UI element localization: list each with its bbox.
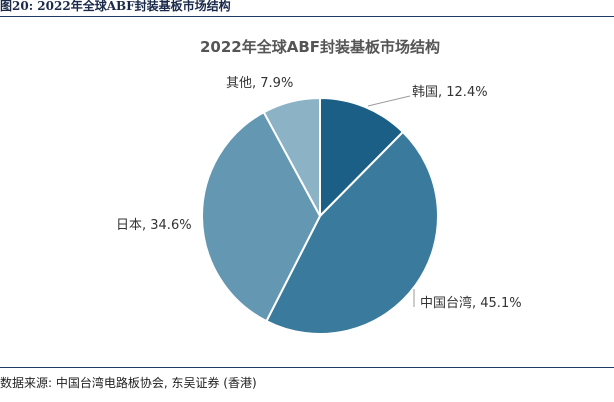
bottom-rule — [0, 367, 614, 368]
pie-slice-1 — [319, 96, 405, 219]
pie-slice-2 — [265, 130, 439, 335]
slice-label-2: 中国台湾, 45.1% — [420, 295, 522, 311]
chart-title: 2022年全球ABF封装基板市场结构 — [200, 38, 440, 56]
pie-slices — [201, 96, 439, 335]
pie-chart: 2022年全球ABF封装基板市场结构 韩国, 12.4% 中国台湾, 45.1% 日… — [116, 38, 522, 335]
leader-lines — [367, 95, 415, 307]
slice-labels: 韩国, 12.4% 中国台湾, 45.1% 日本, 34.6% 其他, 7.9% — [116, 76, 522, 311]
chart-area: 2022年全球ABF封装基板市场结构 韩国, 12.4% 中国台湾, 45.1% 日… — [0, 16, 614, 368]
slice-label-4: 其他, 7.9% — [226, 76, 293, 91]
leader-line-1 — [367, 95, 411, 107]
source-note: 数据来源: 中国台湾电路板协会, 东吴证券 (香港) — [0, 376, 257, 390]
figure-caption: 图20: 2022年全球ABF封装基板市场结构 — [0, 0, 231, 13]
pie-slice-3 — [201, 110, 322, 323]
top-rule — [0, 16, 614, 17]
slice-label-3: 日本, 34.6% — [116, 218, 192, 233]
slice-label-1: 韩国, 12.4% — [412, 85, 488, 100]
pie-slice-4 — [262, 96, 321, 217]
